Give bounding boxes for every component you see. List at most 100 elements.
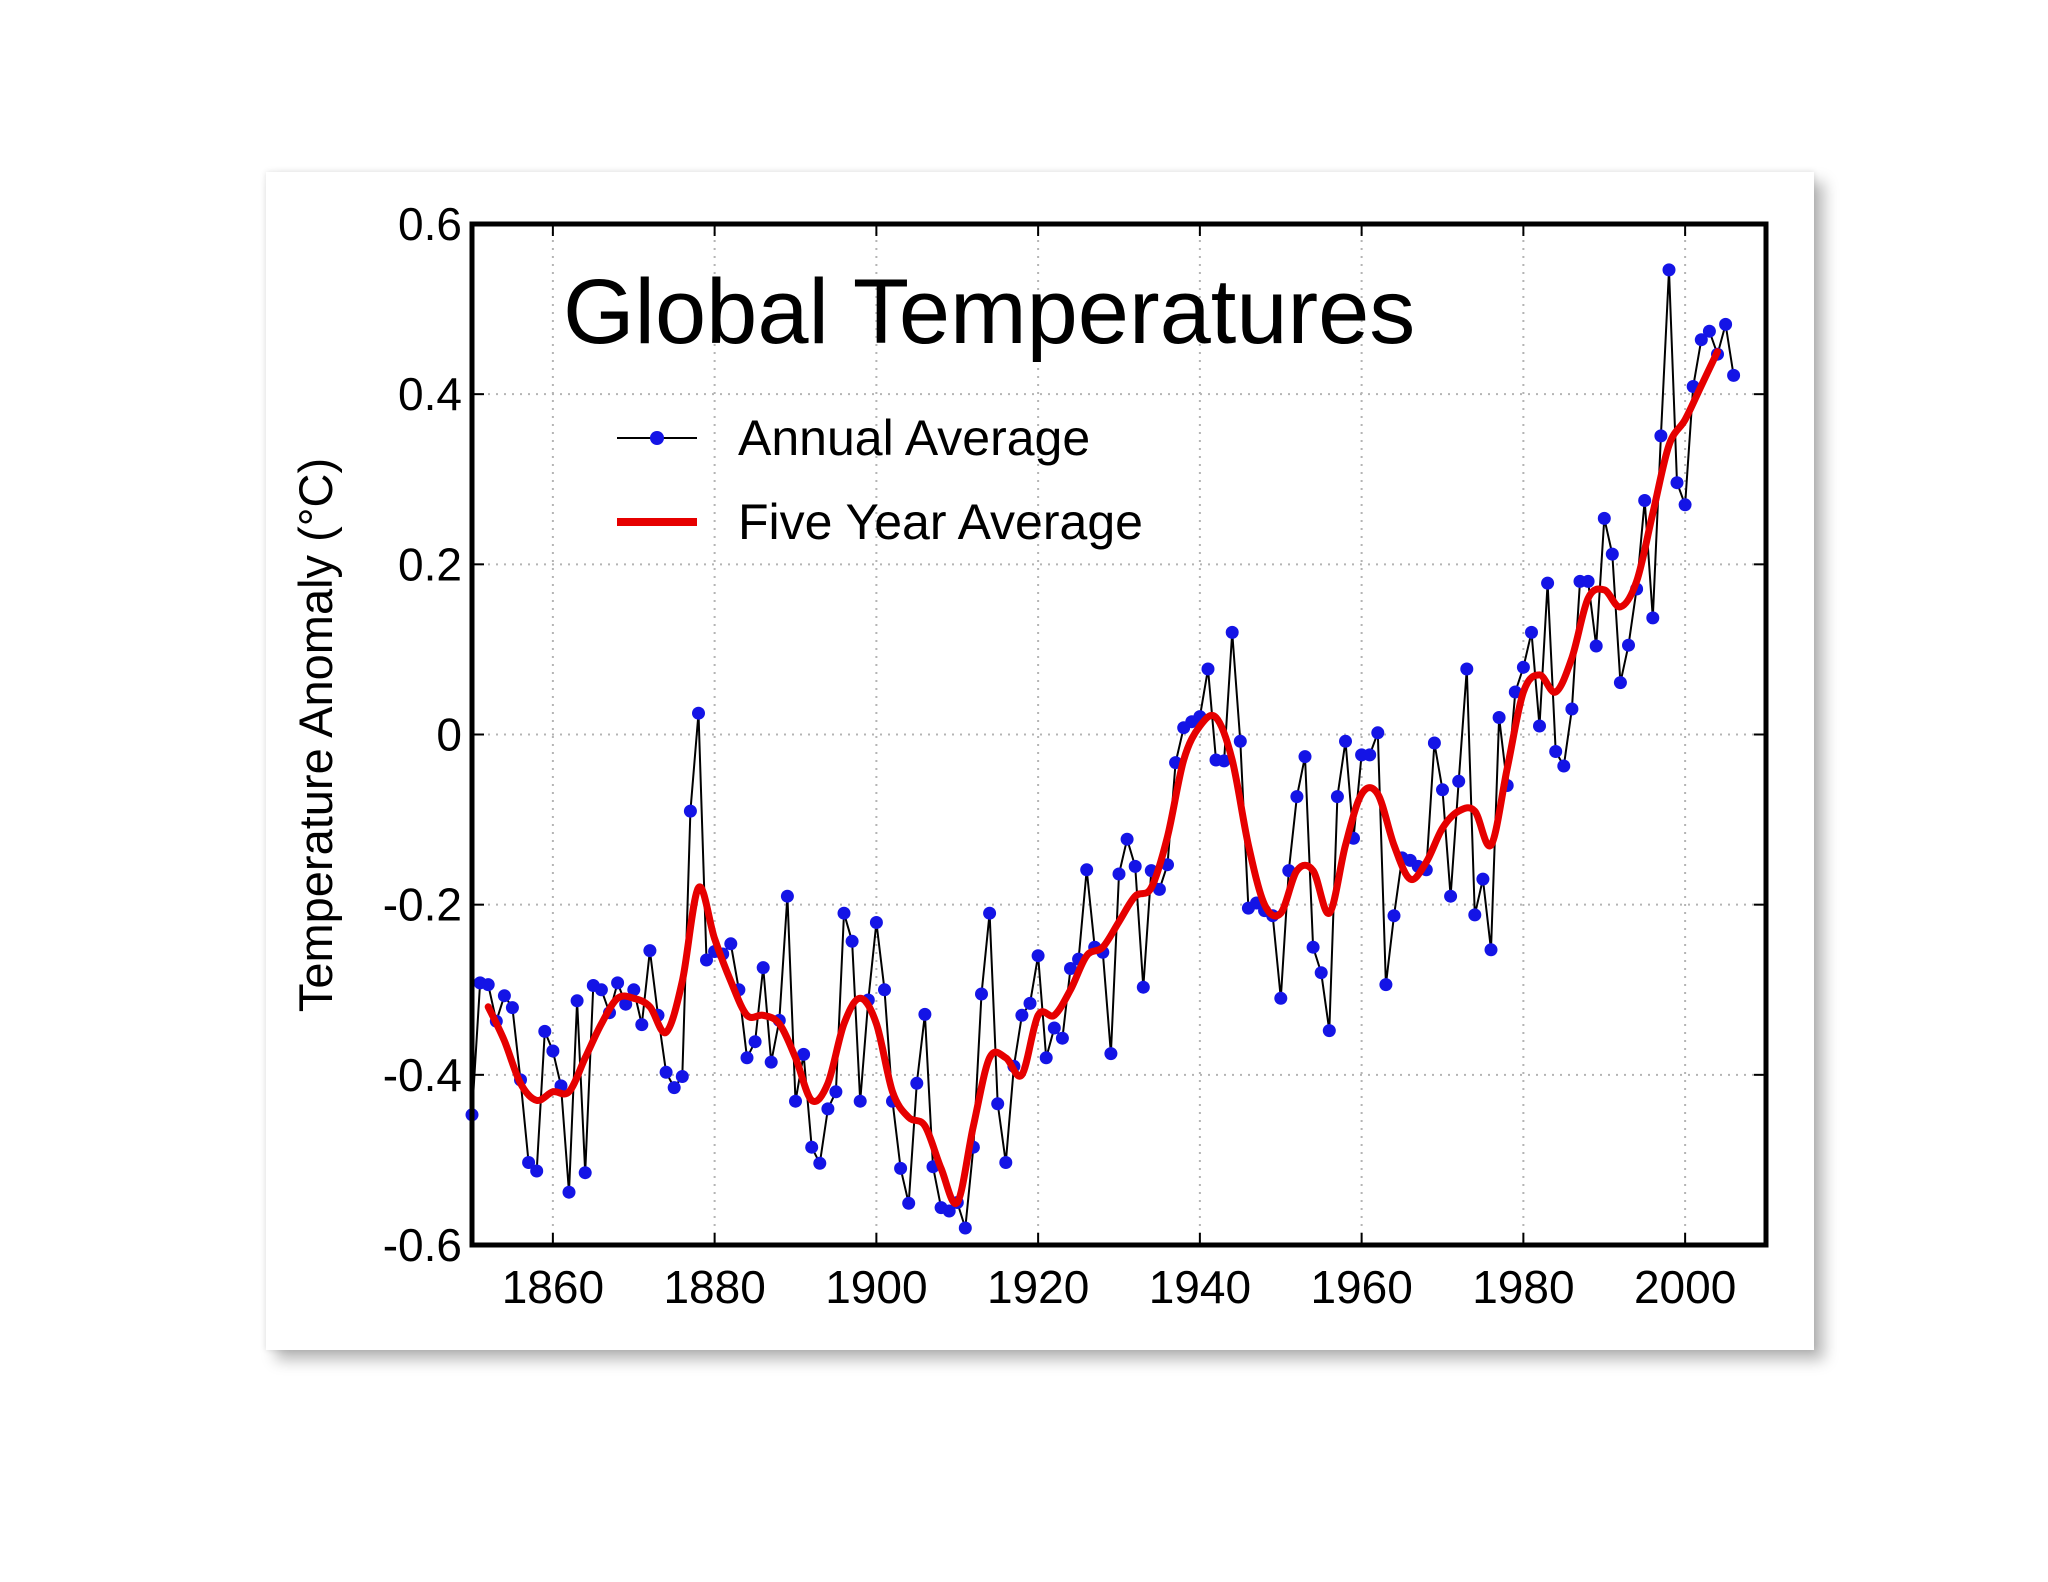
annual-average-point: [821, 1102, 835, 1116]
annual-average-point: [910, 1076, 924, 1090]
annual-average-point: [683, 804, 697, 818]
annual-average-point: [1597, 511, 1611, 525]
annual-average-point: [1136, 980, 1150, 994]
annual-average-point: [1015, 1008, 1029, 1022]
annual-average-point: [1694, 333, 1708, 347]
annual-average-point: [1379, 978, 1393, 992]
legend-five-year-label: Five Year Average: [738, 494, 1143, 550]
plot-frame: [469, 221, 1769, 1248]
annual-average-point: [1387, 909, 1401, 923]
x-tick-label: 2000: [1634, 1261, 1736, 1313]
annual-average-point: [1476, 872, 1490, 886]
annual-average-point: [1274, 991, 1288, 1005]
annual-average-series: [465, 263, 1741, 1235]
annual-average-point: [958, 1221, 972, 1235]
annual-average-point: [635, 1018, 649, 1032]
annual-average-point: [1201, 662, 1215, 676]
chart-card: [266, 172, 1814, 1350]
annual-average-point: [692, 706, 705, 720]
annual-average-point: [1064, 962, 1077, 975]
annual-average-point: [611, 976, 625, 990]
annual-average-point: [1484, 943, 1498, 957]
annual-average-point: [805, 1140, 819, 1154]
annual-average-point: [643, 944, 657, 958]
annual-average-point: [1605, 547, 1619, 561]
y-tick-label: -0.4: [383, 1049, 462, 1101]
annual-average-point: [1104, 1047, 1118, 1061]
grid-layer: [472, 223, 1766, 1246]
annual-average-point: [1290, 790, 1304, 804]
annual-average-point: [748, 1035, 762, 1049]
annual-average-point: [522, 1156, 536, 1169]
annual-average-point: [764, 1055, 778, 1069]
annual-average-point: [918, 1007, 932, 1021]
annual-average-point: [1702, 324, 1716, 338]
annual-average-line: [471, 268, 1735, 1229]
y-tick-label: -0.6: [383, 1219, 462, 1271]
annual-average-point: [756, 961, 770, 975]
annual-average-point: [1444, 889, 1458, 903]
legend-annual-marker-icon: [650, 431, 664, 445]
annual-average-point: [530, 1164, 544, 1178]
annual-average-point: [999, 1156, 1013, 1169]
annual-average-point: [1112, 867, 1126, 881]
annual-average-point: [942, 1204, 956, 1218]
annual-average-point: [1452, 774, 1466, 788]
annual-average-point: [789, 1094, 802, 1108]
annual-average-point: [1678, 498, 1692, 512]
y-axis-title: Temperature Anomaly (°C): [289, 458, 342, 1012]
annual-average-point: [1023, 996, 1037, 1010]
annual-average-point: [1557, 759, 1571, 773]
annual-average-point: [991, 1097, 1005, 1111]
annual-average-point: [1039, 1051, 1053, 1065]
annual-average-point: [975, 987, 988, 1001]
annual-average-point: [481, 978, 495, 992]
y-tick-label: 0: [436, 709, 462, 761]
annual-average-point: [1589, 639, 1603, 653]
annual-average-point: [1516, 660, 1530, 674]
annual-average-point: [724, 937, 738, 951]
annual-average-point: [546, 1044, 560, 1058]
x-tick-label: 1940: [1149, 1261, 1251, 1313]
annual-average-point: [983, 906, 997, 920]
legend: Annual Average Five Year Average: [617, 410, 1143, 550]
annual-average-point: [1646, 611, 1660, 625]
annual-average-point: [594, 983, 608, 997]
annual-average-point: [1339, 734, 1352, 748]
annual-average-point: [1565, 702, 1579, 716]
annual-average-point: [845, 934, 859, 948]
annual-average-point: [1508, 685, 1522, 699]
annual-average-point: [659, 1065, 673, 1079]
annual-average-point: [1225, 625, 1239, 639]
y-tick-label: 0.6: [398, 198, 462, 250]
annual-average-point: [1363, 748, 1377, 762]
annual-average-point: [780, 889, 794, 903]
annual-average-point: [902, 1196, 916, 1210]
annual-average-point: [1031, 949, 1045, 963]
annual-average-point: [1080, 863, 1094, 877]
annual-average-point: [570, 994, 584, 1008]
annual-average-point: [1436, 783, 1449, 797]
annual-average-point: [538, 1024, 552, 1038]
annual-average-point: [1217, 754, 1231, 768]
annual-average-point: [837, 906, 851, 920]
annual-average-point: [619, 997, 633, 1011]
annual-average-point: [700, 953, 713, 967]
annual-average-point: [878, 983, 891, 997]
x-tick-label: 1960: [1310, 1261, 1412, 1313]
annual-average-point: [1330, 790, 1344, 804]
five-year-average-line: [484, 348, 1721, 1208]
annual-average-point: [1120, 832, 1134, 846]
annual-average-point: [1662, 263, 1676, 277]
annual-average-point: [1581, 574, 1595, 588]
annual-average-point: [1525, 625, 1538, 639]
annual-average-point: [797, 1047, 811, 1061]
x-tick-label: 1920: [987, 1261, 1089, 1313]
annual-average-point: [829, 1085, 843, 1099]
annual-average-point: [1613, 676, 1627, 690]
annual-average-point: [667, 1081, 681, 1095]
annual-average-point: [505, 1001, 519, 1015]
annual-average-point: [853, 1094, 867, 1108]
x-tick-label: 1980: [1472, 1261, 1574, 1313]
